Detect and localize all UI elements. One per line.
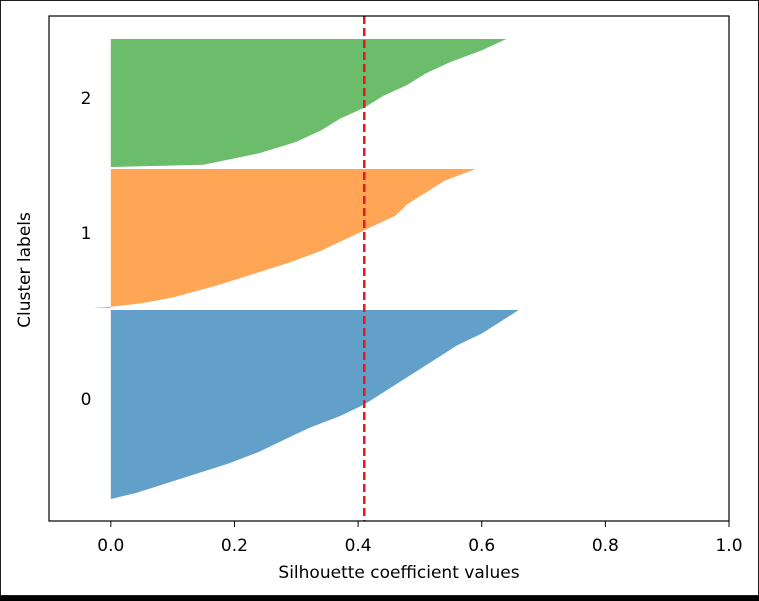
x-axis-ticks: 0.0 0.2 0.4 0.6 0.8 1.0 — [97, 521, 743, 556]
x-tick-label: 0.4 — [345, 536, 372, 556]
x-tick-label: 0.2 — [221, 536, 248, 556]
cluster-label-2: 2 — [81, 89, 92, 109]
x-tick-label: 0.8 — [592, 536, 619, 556]
x-axis-label: Silhouette coefficient values — [278, 563, 519, 583]
axes-frame — [48, 15, 730, 522]
x-tick-label: 0.6 — [468, 536, 495, 556]
x-tick-label: 1.0 — [715, 536, 742, 556]
x-tick-label: 0.0 — [97, 536, 124, 556]
cluster-labels: 0 1 2 — [81, 89, 92, 410]
cluster-label-1: 1 — [81, 224, 92, 244]
y-axis-label: Cluster labels — [15, 212, 35, 328]
cluster-label-0: 0 — [81, 390, 92, 410]
silhouette-fills — [92, 39, 519, 499]
silhouette-cluster-1 — [92, 169, 476, 308]
silhouette-cluster-0 — [110, 310, 519, 499]
silhouette-cluster-2 — [110, 39, 507, 167]
